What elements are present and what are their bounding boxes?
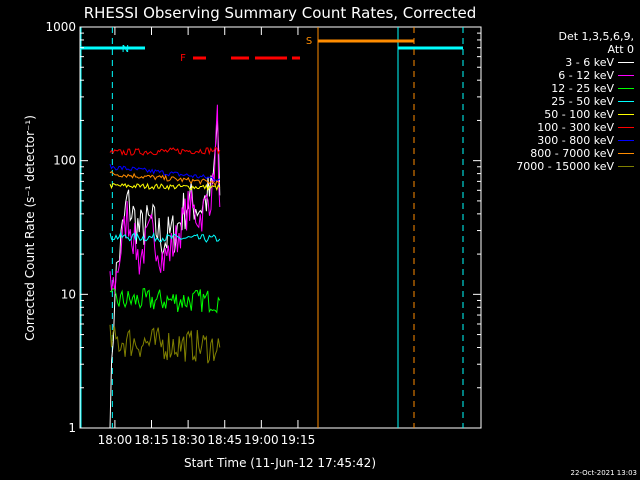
x-ticks: 18:00 18:15 18:30 18:45 19:00 19:15: [98, 27, 316, 447]
legend-header-line1: Det 1,3,5,6,9,: [558, 30, 634, 43]
legend-label: 300 - 800 keV: [537, 134, 614, 147]
legend-entry: 6 - 12 keV: [474, 69, 634, 82]
x-tick-label: 18:30: [171, 433, 206, 447]
attenuator-markers: N F S: [80, 27, 464, 428]
series-line-6: [109, 146, 221, 156]
legend-label: 3 - 6 keV: [565, 56, 614, 69]
legend-swatch: [618, 166, 634, 167]
y-tick-label: 1: [68, 421, 76, 435]
series-line-7: [109, 163, 221, 182]
legend-swatch: [618, 127, 634, 128]
legend-header-line2: Att 0: [607, 43, 634, 56]
series-line-8: [109, 171, 221, 187]
legend-label: 50 - 100 keV: [544, 108, 614, 121]
legend-entry: 7000 - 15000 keV: [474, 160, 634, 173]
x-tick-label: 18:00: [98, 433, 133, 447]
y-tick-label: 100: [53, 154, 76, 168]
marker-label-s: S: [306, 36, 312, 47]
y-axis-label: Corrected Count Rate (s⁻¹ detector⁻¹): [23, 115, 37, 341]
x-tick-label: 18:45: [207, 433, 242, 447]
legend-swatch: [618, 140, 634, 141]
legend-label: 25 - 50 keV: [551, 95, 614, 108]
x-axis-label: Start Time (11-Jun-12 17:45:42): [184, 456, 376, 470]
series-line-9: [109, 324, 221, 364]
legend-label: 12 - 25 keV: [551, 82, 614, 95]
legend: Det 1,3,5,6,9, Att 0 3 - 6 keV 6 - 12 keV…: [474, 30, 634, 173]
legend-label: 100 - 300 keV: [537, 121, 614, 134]
legend-swatch: [618, 153, 634, 154]
marker-label-f: F: [180, 53, 186, 64]
series-line-2: [109, 104, 221, 294]
x-tick-label: 19:00: [244, 433, 279, 447]
legend-entry: 100 - 300 keV: [474, 121, 634, 134]
legend-swatch: [618, 114, 634, 115]
series-line-3: [109, 287, 221, 314]
series-lines: [109, 104, 221, 429]
legend-swatch: [618, 62, 634, 63]
legend-entry: 12 - 25 keV: [474, 82, 634, 95]
legend-swatch: [618, 101, 634, 102]
legend-entry: 25 - 50 keV: [474, 95, 634, 108]
y-ticks: 1 10 100 1000: [45, 20, 481, 435]
plot-frame: [79, 26, 482, 429]
legend-label: 800 - 7000 keV: [530, 147, 614, 160]
series-line-5: [109, 182, 221, 192]
legend-label: 6 - 12 keV: [558, 69, 614, 82]
legend-entry: 300 - 800 keV: [474, 134, 634, 147]
series-line-4: [109, 231, 221, 243]
chart-title: RHESSI Observing Summary Count Rates, Co…: [84, 4, 477, 22]
x-tick-label: 19:15: [281, 433, 316, 447]
marker-label-n: N: [122, 44, 129, 55]
legend-label: 7000 - 15000 keV: [516, 160, 614, 173]
legend-swatch: [618, 75, 634, 76]
y-tick-label: 10: [61, 287, 76, 301]
legend-entry: 800 - 7000 keV: [474, 147, 634, 160]
render-timestamp: 22-Oct-2021 13:03: [570, 469, 637, 477]
legend-swatch: [618, 88, 634, 89]
legend-entry: 50 - 100 keV: [474, 108, 634, 121]
series-line-1: [109, 120, 221, 429]
legend-entry: 3 - 6 keV: [474, 56, 634, 69]
x-tick-label: 18:15: [134, 433, 169, 447]
y-tick-label: 1000: [45, 20, 76, 34]
